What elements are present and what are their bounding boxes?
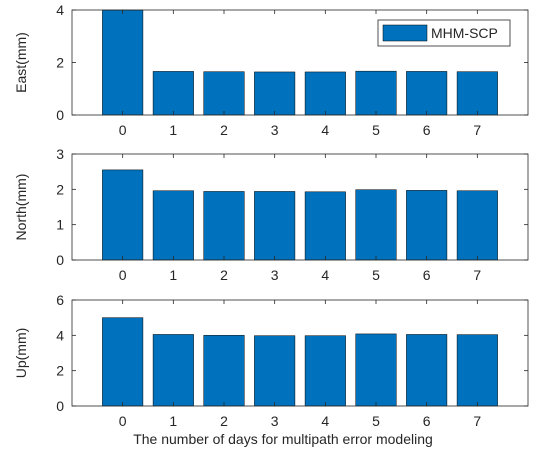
north-y-tick-label: 0: [56, 252, 64, 268]
east-y-tick-label: 4: [56, 2, 64, 18]
up-bar-7: [456, 334, 498, 407]
up-x-tick-label: 2: [220, 413, 228, 429]
up-bar-1: [152, 334, 194, 407]
north-x-tick-label: 5: [372, 267, 380, 283]
north-x-tick-label: 1: [169, 267, 177, 283]
up-x-tick-label: 5: [372, 413, 380, 429]
east-x-tick-label: 6: [423, 122, 431, 138]
north-x-tick-label: 6: [423, 267, 431, 283]
east-x-tick-label: 0: [119, 122, 127, 138]
up-bar-5: [355, 333, 397, 407]
east-bar-7: [456, 71, 498, 116]
north-x-tick-label: 4: [321, 267, 329, 283]
up-x-tick-label: 1: [169, 413, 177, 429]
east-bar-2: [203, 71, 245, 116]
up-x-tick-label: 6: [423, 413, 431, 429]
up-y-tick-label: 4: [56, 327, 64, 343]
north-bar-6: [406, 190, 448, 261]
east-x-tick-label: 3: [271, 122, 279, 138]
east-bar-5: [355, 70, 397, 116]
up-y-tick-label: 6: [56, 292, 64, 308]
north-bar-0: [102, 169, 144, 261]
up-y-tick-label: 0: [56, 398, 64, 414]
north-y-tick-label: 2: [56, 181, 64, 197]
north-y-tick-label: 3: [56, 146, 64, 162]
up-bar-0: [102, 317, 144, 407]
east-y-tick-label: 0: [56, 107, 64, 123]
east-x-tick-label: 5: [372, 122, 380, 138]
up-y-axis-label: Up(mm): [13, 328, 29, 379]
north-bar-5: [355, 189, 397, 261]
up-x-tick-label: 7: [473, 413, 481, 429]
north-axes-box: [71, 153, 529, 261]
subplot-north: 0 1 2 3 4 5 6 7 0 1 2 3 North(mm): [13, 146, 529, 283]
east-bar-4: [304, 71, 346, 116]
up-y-tick-label: 2: [56, 363, 64, 379]
up-bar-4: [304, 335, 346, 407]
up-x-tick-label: 0: [119, 413, 127, 429]
north-x-tick-label: 3: [271, 267, 279, 283]
up-bar-3: [254, 335, 296, 407]
up-x-tick-label: 3: [271, 413, 279, 429]
north-bar-1: [152, 190, 194, 261]
east-x-tick-label: 4: [321, 122, 329, 138]
north-y-axis-label: North(mm): [13, 174, 29, 241]
east-x-tick-label: 1: [169, 122, 177, 138]
x-axis-label: The number of days for multipath error m…: [133, 431, 433, 447]
east-bar-0: [102, 9, 144, 116]
north-bar-4: [304, 191, 346, 261]
north-bar-3: [254, 191, 296, 261]
east-bar-6: [406, 71, 448, 116]
east-bar-3: [254, 71, 296, 116]
east-y-axis-label: East(mm): [13, 32, 29, 93]
east-x-tick-label: 7: [473, 122, 481, 138]
east-x-tick-label: 2: [220, 122, 228, 138]
north-x-tick-label: 2: [220, 267, 228, 283]
subplot-east: 0 1 2 3 4 5 6 7 0 2 4 East(mm) MHM-SCP: [13, 2, 529, 138]
up-axes-box: [71, 299, 529, 407]
north-y-tick-label: 1: [56, 217, 64, 233]
legend: MHM-SCP: [377, 19, 511, 47]
up-bar-6: [406, 334, 448, 407]
legend-swatch: [382, 24, 428, 42]
east-bar-1: [152, 71, 194, 116]
north-x-tick-label: 7: [473, 267, 481, 283]
legend-label: MHM-SCP: [431, 25, 498, 41]
up-x-tick-label: 4: [321, 413, 329, 429]
north-bar-7: [456, 190, 498, 261]
north-bar-2: [203, 191, 245, 261]
east-y-tick-label: 2: [56, 55, 64, 71]
north-x-tick-label: 0: [119, 267, 127, 283]
up-bar-2: [203, 335, 245, 407]
subplot-up: 0 1 2 3 4 5 6 7 0 2 4 6 Up(mm): [13, 292, 529, 429]
